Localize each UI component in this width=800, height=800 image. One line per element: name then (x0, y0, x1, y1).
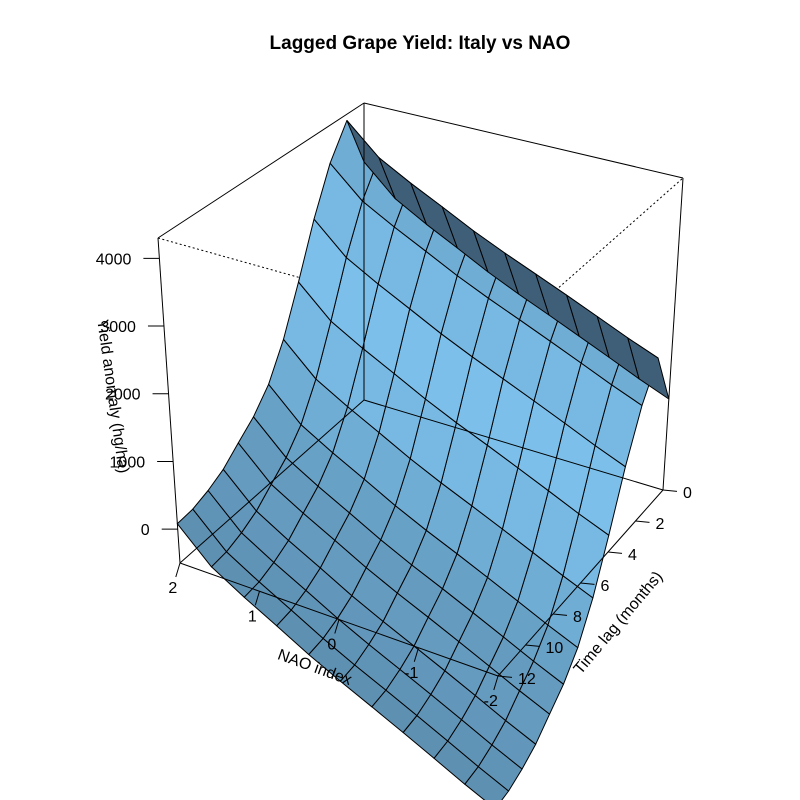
z-axis-tick-label: 0 (141, 522, 150, 539)
y-axis-tick-label: 0 (683, 485, 692, 502)
y-axis-tick (525, 644, 540, 647)
z-axis: 0 1000 2000 3000 4000 (96, 251, 178, 539)
y-axis-tick (607, 551, 623, 554)
box-edge-hidden (504, 177, 684, 336)
surface-mesh (176, 120, 670, 800)
x-axis-tick-label: 2 (168, 580, 177, 597)
y-axis-tick-label: 4 (628, 547, 637, 564)
chart-title: Lagged Grape Yield: Italy vs NAO (270, 33, 571, 54)
x-axis-tick-label: -2 (484, 693, 498, 710)
x-axis-tick-label: -1 (404, 665, 418, 682)
surface-facet (346, 120, 396, 200)
x-axis-tick (175, 562, 181, 578)
z-axis-tick-label: 4000 (96, 251, 132, 268)
x-axis-tick (493, 675, 499, 691)
y-axis-tick (552, 613, 568, 616)
x-axis-tick-label: 0 (327, 637, 336, 654)
y-axis-tick (662, 489, 678, 492)
x-axis-tick-label: 1 (248, 608, 257, 625)
y-axis-tick-label: 2 (656, 516, 665, 533)
box-edge (157, 237, 181, 564)
y-axis-tick (635, 520, 650, 523)
z-axis-tick-label: 2000 (105, 387, 141, 404)
y-axis-tick (580, 582, 595, 585)
x-axis-tick (334, 619, 340, 634)
z-axis-tick-label: 1000 (110, 454, 146, 471)
x-axis-tick (254, 591, 260, 606)
x-axis: 2 1 0 -1 -2 (168, 562, 499, 710)
x-axis-tick (413, 647, 419, 662)
box-edge (157, 102, 365, 239)
y-axis: 0 2 4 6 8 10 12 (497, 485, 692, 688)
y-axis-tick-label: 12 (518, 671, 536, 688)
box-edge (363, 399, 664, 491)
z-axis-tick-label: 3000 (100, 319, 136, 336)
box-edge (179, 399, 365, 564)
y-axis-tick-label: 10 (546, 640, 564, 657)
y-axis-tick-label: 8 (573, 609, 582, 626)
y-axis-tick (497, 675, 513, 678)
box-edge (363, 102, 684, 179)
box-edge (662, 177, 684, 491)
y-axis-tick-label: 6 (601, 578, 610, 595)
